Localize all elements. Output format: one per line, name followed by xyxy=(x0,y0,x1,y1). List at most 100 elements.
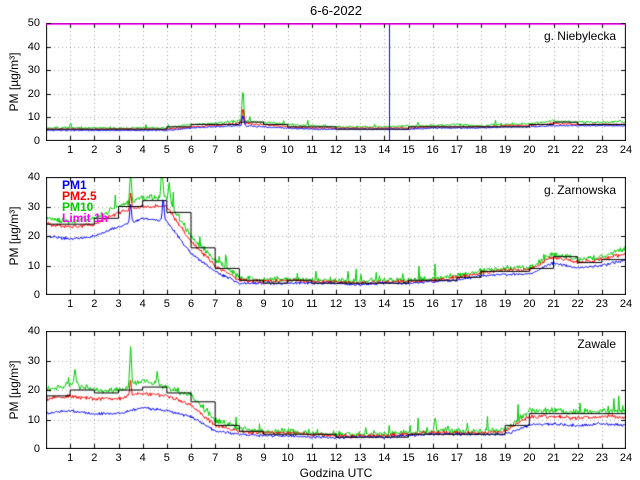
legend: PM1 PM2.5 PM10 Limit 1h xyxy=(62,178,109,225)
y-tick-label: 40 xyxy=(27,325,40,337)
x-tick-label: 4 xyxy=(139,452,146,464)
x-tick-label: 24 xyxy=(619,298,633,310)
x-tick-label: 7 xyxy=(212,144,219,156)
x-tick-label: 11 xyxy=(306,452,318,464)
x-tick-label: 23 xyxy=(595,298,608,310)
y-tick-label: 0 xyxy=(33,289,40,301)
x-tick-label: 13 xyxy=(354,298,367,310)
x-tick-label: 10 xyxy=(281,452,294,464)
y-tick-label: 40 xyxy=(27,40,40,53)
x-tick-label: 20 xyxy=(523,452,536,464)
x-tick-label: 19 xyxy=(499,144,512,156)
x-tick-label: 2 xyxy=(91,452,98,464)
y-tick-label: 10 xyxy=(27,413,40,426)
station-label-zawale: Zawale xyxy=(577,337,616,351)
legend-item-pm1: PM1 xyxy=(62,178,87,192)
x-tick-label: 11 xyxy=(306,298,318,310)
x-tick-label: 4 xyxy=(139,144,146,156)
x-tick-label: 21 xyxy=(547,452,560,464)
x-tick-label: 17 xyxy=(450,144,463,156)
x-axis-label: Godzina UTC xyxy=(299,466,373,480)
x-tick-label: 14 xyxy=(378,452,391,464)
station-label-niebylecka: g. Niebylecka xyxy=(543,29,616,43)
x-tick-label: 5 xyxy=(163,452,170,464)
y-tick-label: 50 xyxy=(27,17,40,29)
y-tick-label: 0 xyxy=(33,443,40,455)
y-tick-label: 20 xyxy=(27,230,40,242)
x-tick-label: 13 xyxy=(354,452,367,464)
x-tick-label: 18 xyxy=(474,452,488,464)
x-tick-label: 3 xyxy=(115,298,122,310)
y-tick-label: 30 xyxy=(27,200,40,213)
x-tick-label: 20 xyxy=(523,144,536,156)
x-tick-label: 15 xyxy=(402,144,415,156)
y-tick-label: 30 xyxy=(27,64,40,77)
x-tick-label: 17 xyxy=(450,298,463,310)
x-tick-label: 1 xyxy=(67,452,74,464)
x-tick-label: 10 xyxy=(281,144,294,156)
station-label-zarnowska: g. Zarnowska xyxy=(543,183,616,197)
x-tick-label: 8 xyxy=(236,452,243,464)
x-tick-label: 5 xyxy=(163,298,170,310)
x-tick-label: 21 xyxy=(547,298,560,310)
x-tick-label: 6 xyxy=(187,144,195,156)
x-tick-label: 9 xyxy=(260,298,267,310)
x-tick-label: 10 xyxy=(281,298,294,310)
x-tick-label: 14 xyxy=(378,144,391,156)
x-tick-label: 13 xyxy=(354,144,367,156)
x-tick-label: 6 xyxy=(187,298,195,310)
x-tick-label: 24 xyxy=(619,452,633,464)
y-tick-label: 20 xyxy=(27,87,40,100)
x-tick-label: 18 xyxy=(474,298,488,310)
plot-niebylecka-canvas xyxy=(46,23,626,141)
x-tick-label: 12 xyxy=(329,298,343,310)
x-tick-label: 3 xyxy=(115,452,122,464)
x-tick-label: 14 xyxy=(378,298,391,310)
legend-item-pm10: PM10 xyxy=(62,200,94,214)
x-tick-label: 12 xyxy=(329,452,343,464)
x-tick-label: 9 xyxy=(260,452,267,464)
x-tick-label: 12 xyxy=(329,144,343,156)
x-tick-label: 17 xyxy=(450,452,463,464)
x-tick-label: 7 xyxy=(212,452,219,464)
y-tick-label: 20 xyxy=(27,384,40,396)
x-tick-label: 15 xyxy=(402,452,415,464)
x-tick-label: 19 xyxy=(499,298,512,310)
x-tick-label: 22 xyxy=(571,298,584,310)
x-tick-label: 5 xyxy=(163,144,170,156)
x-tick-label: 3 xyxy=(115,144,122,156)
x-tick-label: 20 xyxy=(523,298,536,310)
x-tick-label: 22 xyxy=(571,452,584,464)
legend-item-limit: Limit 1h xyxy=(62,211,109,225)
y-tick-label: 10 xyxy=(27,259,40,272)
y-tick-label: 0 xyxy=(33,135,40,147)
x-tick-label: 6 xyxy=(187,452,195,464)
x-tick-label: 18 xyxy=(474,144,488,156)
x-tick-label: 8 xyxy=(236,144,243,156)
x-tick-label: 22 xyxy=(571,144,584,156)
x-tick-label: 9 xyxy=(260,144,267,156)
x-tick-label: 8 xyxy=(236,298,243,310)
x-tick-label: 16 xyxy=(426,452,439,464)
x-tick-label: 1 xyxy=(67,144,74,156)
x-tick-label: 2 xyxy=(91,298,98,310)
legend-item-pm25: PM2.5 xyxy=(62,189,97,203)
x-tick-label: 24 xyxy=(619,144,633,156)
x-tick-label: 23 xyxy=(595,452,608,464)
y-axis-label-top: PM [µg/m³] xyxy=(7,52,21,112)
x-tick-label: 19 xyxy=(499,452,512,464)
y-tick-label: 40 xyxy=(27,171,40,183)
x-tick-label: 16 xyxy=(426,298,439,310)
x-tick-label: 15 xyxy=(402,298,415,310)
x-tick-label: 7 xyxy=(212,298,219,310)
x-tick-label: 11 xyxy=(306,144,318,156)
y-tick-label: 10 xyxy=(27,111,40,124)
plot-zawale-canvas xyxy=(46,331,626,449)
chart-title: 6-6-2022 xyxy=(309,3,363,18)
plot-zarnowska-canvas xyxy=(46,177,626,295)
x-tick-label: 16 xyxy=(426,144,439,156)
x-tick-label: 1 xyxy=(67,298,74,310)
x-tick-label: 2 xyxy=(91,144,98,156)
x-tick-label: 4 xyxy=(139,298,146,310)
